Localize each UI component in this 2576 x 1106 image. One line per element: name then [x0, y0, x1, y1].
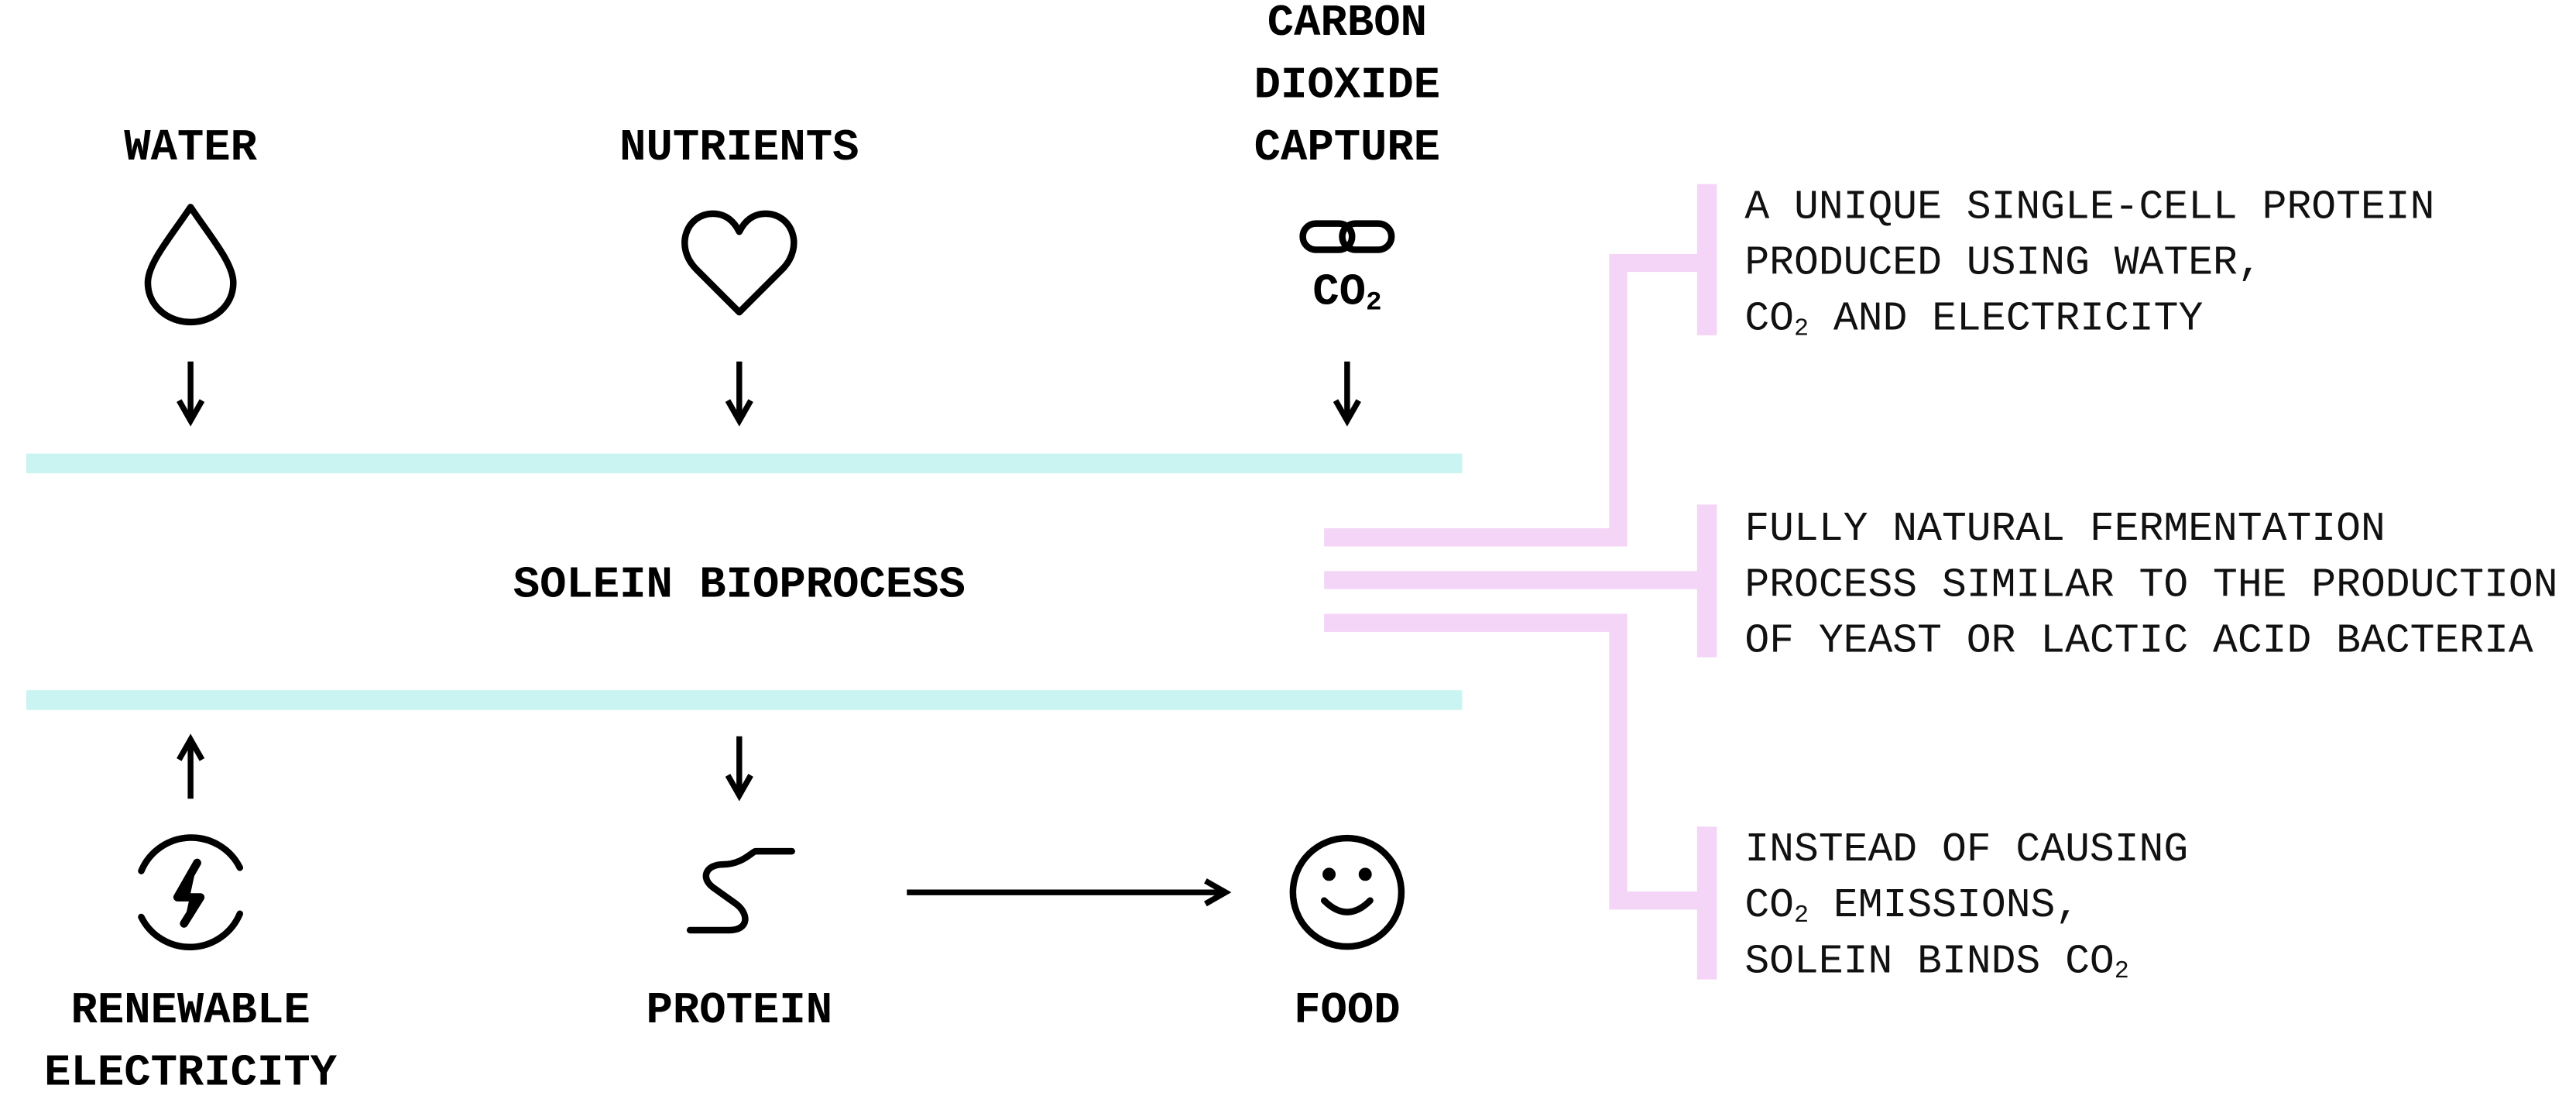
- note-line: PRODUCED USING WATER,: [1744, 240, 2262, 287]
- input-label: CARBON: [1267, 0, 1427, 49]
- note-line: CO2 EMISSIONS,: [1744, 882, 2080, 929]
- text-segment: CO: [1744, 296, 1794, 342]
- note-line: SOLEIN BINDS CO2: [1744, 938, 2128, 985]
- output-label: ELECTRICITY: [44, 1049, 338, 1099]
- energy-icon: [138, 834, 244, 951]
- text-segment: EMISSIONS,: [1809, 882, 2080, 929]
- heart-icon: [681, 210, 797, 316]
- note-line: INSTEAD OF CAUSING: [1744, 826, 2188, 873]
- co2-icon-text: CO2: [1312, 268, 1381, 318]
- output-label: PROTEIN: [647, 986, 833, 1036]
- process-bar-bottom: [26, 690, 1463, 710]
- chain-icon: [1299, 220, 1395, 253]
- note-line: FULLY NATURAL FERMENTATION: [1744, 506, 2385, 552]
- text-segment: CO: [1312, 268, 1366, 318]
- note-line: PROCESS SIMILAR TO THE PRODUCTION: [1744, 562, 2557, 608]
- text-segment: PROCESS SIMILAR TO THE PRODUCTION: [1744, 562, 2557, 608]
- output-label: FOOD: [1294, 986, 1400, 1036]
- text-segment: AND ELECTRICITY: [1809, 296, 2203, 342]
- input-label: WATER: [124, 123, 257, 173]
- note-line: CO2 AND ELECTRICITY: [1744, 296, 2203, 343]
- input-label: CAPTURE: [1254, 123, 1441, 173]
- text-segment: PRODUCED USING WATER,: [1744, 240, 2262, 287]
- text-segment: FULLY NATURAL FERMENTATION: [1744, 506, 2385, 552]
- subscript: 2: [1794, 315, 1809, 343]
- subscript: 2: [1366, 288, 1382, 318]
- input-label: NUTRIENTS: [619, 123, 859, 173]
- arrows: [177, 361, 1361, 907]
- text-segment: INSTEAD OF CAUSING: [1744, 826, 2188, 873]
- note-line: OF YEAST OR LACTIC ACID BACTERIA: [1744, 618, 2533, 665]
- text-segment: A UNIQUE SINGLE-CELL PROTEIN: [1744, 184, 2434, 230]
- water-icon: [144, 204, 237, 326]
- protein-icon: [686, 847, 795, 934]
- subscript: 2: [1794, 902, 1809, 929]
- text-segment: CO: [1744, 882, 1794, 929]
- subscript: 2: [2115, 957, 2129, 985]
- output-label: RENEWABLE: [70, 986, 310, 1036]
- process-bar-top: [26, 453, 1463, 474]
- text-segment: OF YEAST OR LACTIC ACID BACTERIA: [1744, 618, 2533, 665]
- note-line: A UNIQUE SINGLE-CELL PROTEIN: [1744, 184, 2434, 230]
- connectors: [1324, 184, 1717, 980]
- text-segment: SOLEIN BINDS CO: [1744, 938, 2114, 984]
- input-label: DIOXIDE: [1254, 60, 1441, 111]
- food-icon: [1289, 834, 1405, 950]
- process-label: SOLEIN BIOPROCESS: [513, 561, 966, 611]
